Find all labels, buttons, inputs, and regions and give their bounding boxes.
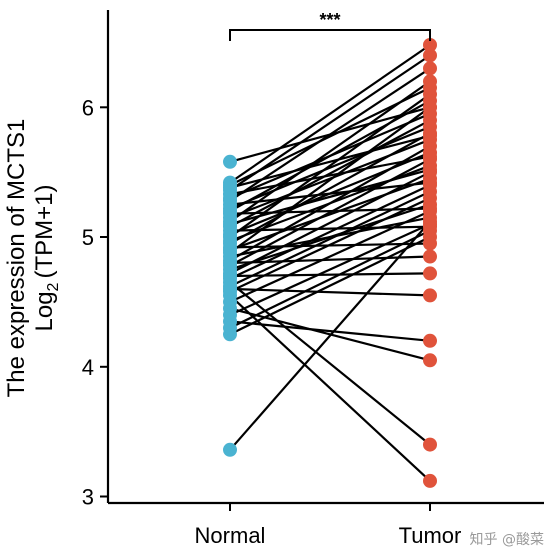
tumor-point-37	[423, 149, 437, 164]
pair-line-26	[229, 225, 431, 232]
pair-line-16	[229, 255, 431, 265]
pair-line-40	[229, 86, 431, 187]
pair-line-31	[229, 207, 431, 215]
pair-line-30	[229, 138, 431, 219]
pair-line-41	[229, 44, 431, 184]
tumor-point-39	[423, 128, 437, 143]
tumor-point-42	[423, 100, 437, 115]
y-axis-ticks: 3 4 5 6	[82, 95, 108, 510]
pair-line-36	[229, 112, 431, 200]
pair-line-37	[229, 155, 431, 196]
pair-line-9	[229, 190, 431, 288]
x-tick-label-normal: Normal	[195, 523, 266, 548]
pair-line-5	[229, 210, 431, 303]
tumor-point-35	[423, 61, 437, 76]
significance-label: ***	[319, 10, 340, 30]
pair-line-18	[229, 216, 431, 258]
y-tick-label-4: 4	[82, 355, 94, 380]
tumor-point-28	[423, 162, 437, 177]
y-axis-label-log: Log	[31, 291, 58, 331]
y-axis-label-line1: The expression of MCTS1	[3, 119, 30, 398]
pair-line-13	[229, 171, 431, 275]
tumor-point-10	[423, 437, 437, 452]
y-tick-label-6: 6	[82, 95, 94, 120]
normal-point-43	[223, 442, 237, 457]
x-tick-label-tumor: Tumor	[399, 523, 462, 548]
normal-point-41	[223, 175, 237, 190]
x-axis-ticks: Normal Tumor	[195, 503, 462, 548]
pair-line-21	[229, 242, 431, 249]
tumor-point-12	[423, 266, 437, 281]
tumor-point-43	[423, 214, 437, 229]
tumor-point-8	[423, 288, 437, 303]
significance-bracket	[229, 29, 431, 41]
y-axis-label-unit: (TPM+1)	[31, 185, 58, 279]
pair-line-10	[229, 281, 431, 446]
tumor-point-2	[423, 333, 437, 348]
pair-line-6	[229, 294, 431, 482]
pair-line-1	[229, 229, 431, 329]
pair-line-15	[229, 158, 431, 267]
pair-line-39	[229, 134, 431, 189]
pair-line-33	[229, 125, 431, 210]
pair-line-2	[229, 320, 431, 342]
paired-lines	[229, 44, 431, 482]
pair-line-8	[229, 287, 431, 297]
tumor-point-38	[423, 48, 437, 63]
tumor-point-6	[423, 473, 437, 488]
pair-line-20	[229, 177, 431, 252]
y-tick-label-5: 5	[82, 225, 94, 250]
tumor-point-31	[423, 201, 437, 216]
y-tick-label-3: 3	[82, 485, 94, 510]
y-axis-label-subscript: 2	[45, 282, 62, 291]
y-axis-label-line2: Log2 (TPM+1)	[31, 185, 62, 332]
tumor-point-16	[423, 249, 437, 264]
tumor-point-41	[423, 38, 437, 52]
pair-line-3	[229, 223, 431, 316]
tumor-point-4	[423, 353, 437, 368]
normal-point-42	[223, 154, 237, 169]
pair-line-12	[229, 272, 431, 278]
data-points	[223, 38, 437, 488]
tumor-point-21	[423, 236, 437, 251]
pair-line-28	[229, 168, 431, 226]
pair-line-34	[229, 181, 431, 206]
pair-line-42	[229, 106, 431, 163]
pair-line-43	[229, 220, 431, 451]
tumor-point-40	[423, 80, 437, 95]
tumor-point-34	[423, 175, 437, 190]
watermark: 知乎 @酸菜	[470, 531, 544, 548]
pair-line-27	[229, 119, 431, 228]
